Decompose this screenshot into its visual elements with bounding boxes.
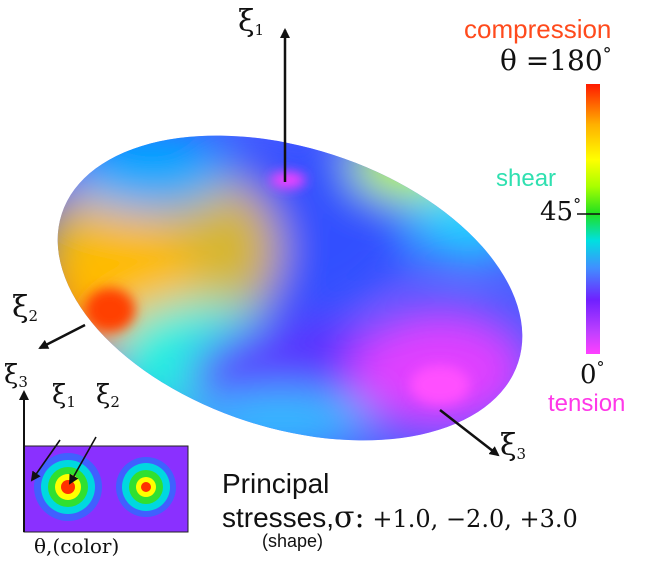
shear-label: shear: [496, 165, 557, 192]
inset-caption: θ,(color): [34, 534, 120, 558]
inset-xi2-pointer: [69, 436, 97, 485]
inset-xi2-label: ξ2: [96, 380, 120, 411]
shape-label: (shape): [262, 531, 324, 551]
colorbar: [586, 84, 600, 354]
inset-xi3-label: ξ3: [4, 360, 28, 391]
xi1-label: ξ1: [238, 4, 265, 39]
xi3-arrow: [439, 409, 500, 457]
colorbar-max-label: θ =180°: [500, 44, 612, 77]
inset-xi1-label: ξ1: [52, 380, 76, 411]
tension-label: tension: [548, 390, 626, 417]
colorbar-0-label: 0°: [580, 358, 605, 390]
compression-label: compression: [464, 14, 612, 44]
inset-xi1-pointer: [30, 439, 61, 482]
stresses-line: stresses,σ: +1.0, −2.0, +3.0: [222, 500, 578, 535]
principal-label: Principal: [222, 468, 330, 499]
colorbar-45-label: 45°: [540, 195, 582, 227]
inset-map: [23, 445, 189, 533]
xi2-label: ξ2: [12, 290, 39, 325]
xi2-arrow: [38, 323, 86, 350]
xi3-label: ξ3: [500, 428, 527, 463]
